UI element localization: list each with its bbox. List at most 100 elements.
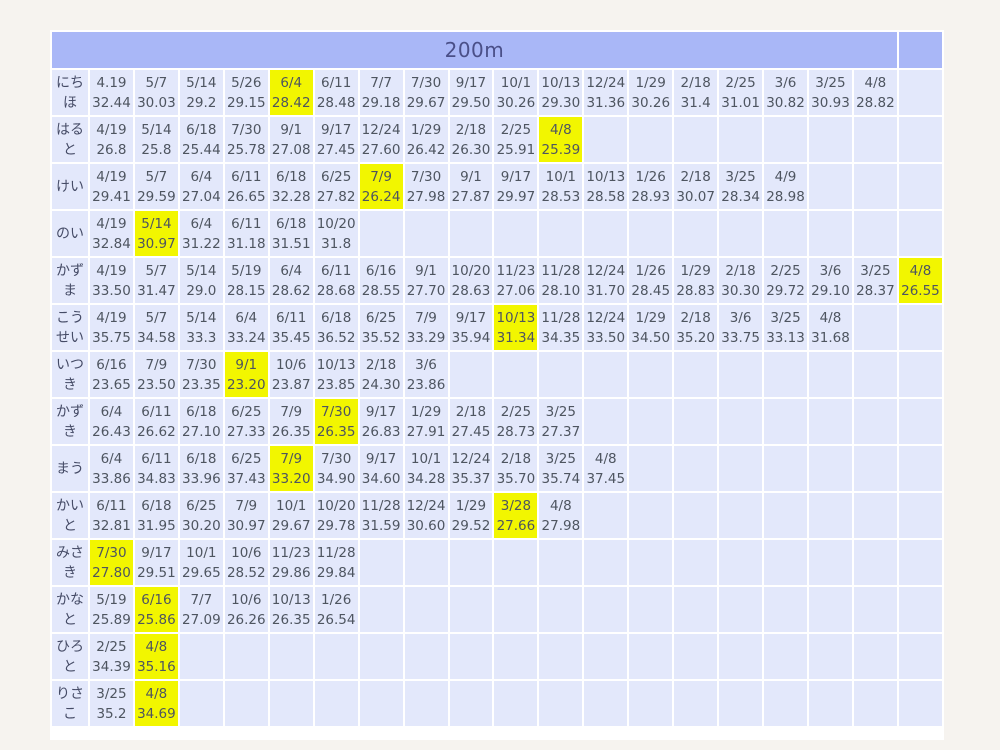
record-cell: 12/24 31.70 bbox=[584, 258, 628, 303]
empty-cell bbox=[764, 446, 807, 491]
record-cell: 10/1 30.26 bbox=[494, 70, 538, 115]
record-date: 6/16 bbox=[141, 591, 172, 608]
empty-cell bbox=[853, 117, 897, 162]
record-time: 34.35 bbox=[541, 329, 581, 346]
record-time: 29.78 bbox=[316, 517, 356, 534]
table-row: ひろと 2/25 34.39 4/8 35.16 bbox=[52, 634, 942, 679]
record-cell: 5/14 29.0 bbox=[179, 258, 223, 303]
record-cell: 11/23 29.86 bbox=[269, 540, 313, 585]
empty-cell bbox=[179, 681, 223, 726]
record-date: 12/24 bbox=[586, 262, 626, 279]
record-date: 5/14 bbox=[141, 121, 172, 138]
empty-cell bbox=[494, 352, 538, 397]
record-date: 6/16 bbox=[365, 262, 397, 279]
record-date: 11/28 bbox=[316, 544, 356, 561]
record-time: 30.97 bbox=[226, 517, 266, 534]
record-date: 10/13 bbox=[271, 591, 311, 608]
record-cell: 11/28 31.59 bbox=[359, 493, 403, 538]
swimmer-name-part: かな bbox=[56, 591, 84, 608]
empty-cell bbox=[629, 446, 673, 491]
record-cell: 2/25 31.01 bbox=[719, 70, 763, 115]
empty-cell bbox=[853, 305, 897, 350]
empty-cell bbox=[494, 211, 538, 256]
record-date: 10/1 bbox=[276, 497, 307, 514]
record-date: 4/8 bbox=[819, 309, 842, 326]
record-time: 33.86 bbox=[92, 470, 131, 487]
record-cell: 7/7 27.09 bbox=[179, 587, 223, 632]
record-date: 3/28 bbox=[500, 497, 532, 514]
empty-cell bbox=[584, 681, 628, 726]
empty-cell bbox=[809, 493, 852, 538]
record-date: 6/11 bbox=[231, 215, 262, 232]
record-cell: 4/8 31.68 bbox=[809, 305, 852, 350]
empty-cell bbox=[224, 634, 268, 679]
empty-cell bbox=[674, 540, 718, 585]
record-cell: 1/29 27.91 bbox=[404, 399, 448, 444]
empty-cell bbox=[494, 634, 538, 679]
record-time: 34.58 bbox=[137, 329, 176, 346]
record-date: 11/23 bbox=[496, 262, 536, 279]
swimmer-name: こう せい bbox=[52, 305, 88, 350]
record-date: 6/18 bbox=[320, 309, 352, 326]
record-date: 11/23 bbox=[271, 544, 311, 561]
empty-cell bbox=[359, 211, 403, 256]
record-cell: 10/6 28.52 bbox=[224, 540, 268, 585]
record-cell: 10/1 29.65 bbox=[179, 540, 223, 585]
record-time: 29.52 bbox=[451, 517, 491, 534]
table-row: りさこ 3/25 35.2 4/8 34.69 bbox=[52, 681, 942, 726]
record-date: 6/18 bbox=[186, 450, 217, 467]
empty-cell bbox=[269, 681, 313, 726]
record-time: 28.73 bbox=[496, 423, 536, 440]
record-date: 4/8 bbox=[145, 685, 168, 702]
record-cell: 5/7 34.58 bbox=[134, 305, 178, 350]
empty-cell bbox=[898, 540, 942, 585]
record-time: 26.26 bbox=[226, 611, 266, 628]
record-time: 28.15 bbox=[226, 282, 266, 299]
record-time: 28.34 bbox=[721, 188, 760, 205]
empty-cell bbox=[494, 540, 538, 585]
record-date: 6/16 bbox=[96, 356, 127, 373]
record-cell: 9/17 29.97 bbox=[494, 164, 538, 209]
empty-cell bbox=[809, 634, 852, 679]
record-time: 27.04 bbox=[182, 188, 221, 205]
empty-cell bbox=[809, 540, 852, 585]
record-time: 23.86 bbox=[406, 376, 446, 393]
empty-cell bbox=[404, 681, 448, 726]
empty-cell bbox=[629, 540, 673, 585]
empty-cell bbox=[629, 117, 673, 162]
table-row: かずき 6/4 26.43 6/11 26.62 6/18 27.10 6/25 27.33 7/… bbox=[52, 399, 942, 444]
record-time: 28.55 bbox=[361, 282, 401, 299]
empty-cell bbox=[629, 352, 673, 397]
swimmer-name-part: ひろ bbox=[56, 638, 84, 655]
record-time: 31.18 bbox=[226, 235, 266, 252]
empty-cell bbox=[629, 587, 673, 632]
empty-cell bbox=[584, 352, 628, 397]
record-cell: 2/18 31.4 bbox=[674, 70, 718, 115]
record-time: 23.20 bbox=[226, 376, 266, 393]
best-record-cell: 7/30 26.35 bbox=[314, 399, 358, 444]
empty-cell bbox=[809, 211, 852, 256]
empty-cell bbox=[449, 211, 493, 256]
empty-cell bbox=[764, 493, 807, 538]
record-date: 5/14 bbox=[141, 215, 172, 232]
table-row: まう 6/4 33.86 6/11 34.83 6/18 33.96 6/25 37.43 7/9… bbox=[52, 446, 942, 491]
record-date: 6/11 bbox=[141, 450, 172, 467]
swimmer-name-part: かず bbox=[56, 262, 84, 279]
record-date: 10/20 bbox=[316, 497, 356, 514]
record-date: 6/18 bbox=[276, 168, 307, 185]
record-cell: 5/7 30.03 bbox=[134, 70, 178, 115]
table-row: のい 4/19 32.84 5/14 30.97 6/4 31.22 6/11 31.18 6/1… bbox=[52, 211, 942, 256]
record-time: 34.60 bbox=[361, 470, 401, 487]
empty-cell bbox=[853, 446, 897, 491]
empty-cell bbox=[629, 634, 673, 679]
record-time: 28.63 bbox=[451, 282, 491, 299]
record-time: 28.52 bbox=[226, 564, 266, 581]
record-cell: 6/4 33.24 bbox=[224, 305, 268, 350]
record-date: 6/18 bbox=[141, 497, 172, 514]
record-cell: 6/18 25.44 bbox=[179, 117, 223, 162]
empty-cell bbox=[898, 211, 942, 256]
record-date: 4/8 bbox=[549, 121, 572, 138]
record-cell: 9/1 27.87 bbox=[449, 164, 493, 209]
swimmer-name-part: こう bbox=[56, 309, 84, 326]
record-time: 31.8 bbox=[321, 235, 352, 252]
